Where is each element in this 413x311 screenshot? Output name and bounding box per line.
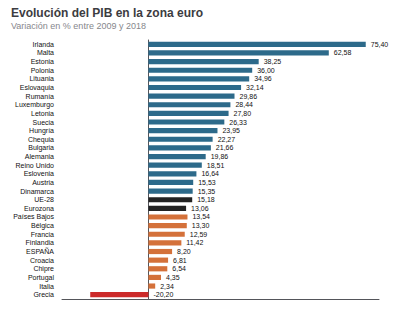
svg-text:Irlanda: Irlanda bbox=[33, 41, 55, 48]
svg-text:28,44: 28,44 bbox=[235, 101, 253, 108]
svg-text:26,33: 26,33 bbox=[229, 119, 247, 126]
svg-text:Lituania: Lituania bbox=[29, 75, 54, 82]
svg-text:23,95: 23,95 bbox=[222, 127, 240, 134]
svg-text:UE-28: UE-28 bbox=[34, 196, 54, 203]
svg-text:Italia: Italia bbox=[39, 283, 54, 290]
svg-text:15,18: 15,18 bbox=[197, 196, 215, 203]
svg-text:Alemania: Alemania bbox=[25, 153, 54, 160]
svg-text:34,96: 34,96 bbox=[254, 75, 272, 82]
svg-text:Hungría: Hungría bbox=[29, 127, 54, 135]
svg-text:ESPAÑA: ESPAÑA bbox=[26, 247, 54, 255]
svg-text:Croacia: Croacia bbox=[30, 257, 54, 264]
svg-text:-20,20: -20,20 bbox=[153, 291, 173, 298]
svg-text:6,54: 6,54 bbox=[172, 265, 186, 272]
svg-text:Letonia: Letonia bbox=[31, 110, 54, 117]
svg-text:Evolución del PIB en la zona e: Evolución del PIB en la zona euro bbox=[11, 6, 203, 20]
svg-text:Malta: Malta bbox=[37, 49, 54, 56]
svg-text:75,40: 75,40 bbox=[371, 41, 389, 48]
svg-text:22,27: 22,27 bbox=[218, 136, 236, 143]
svg-text:Polonia: Polonia bbox=[31, 67, 54, 74]
svg-text:Países Bajos: Países Bajos bbox=[13, 213, 54, 221]
svg-text:Chipre: Chipre bbox=[33, 265, 54, 273]
svg-text:21,66: 21,66 bbox=[216, 144, 234, 151]
svg-text:Luxemburgo: Luxemburgo bbox=[15, 101, 54, 109]
svg-text:19,86: 19,86 bbox=[211, 153, 229, 160]
svg-text:Dinamarca: Dinamarca bbox=[20, 188, 54, 195]
svg-text:Grecia: Grecia bbox=[33, 291, 54, 298]
svg-text:Estonia: Estonia bbox=[31, 58, 54, 65]
svg-text:Eslovaquia: Eslovaquia bbox=[20, 84, 54, 92]
svg-text:6,81: 6,81 bbox=[173, 257, 187, 264]
svg-text:13,54: 13,54 bbox=[192, 213, 210, 220]
svg-text:Rumanía: Rumanía bbox=[26, 93, 55, 100]
svg-text:Francia: Francia bbox=[31, 231, 54, 238]
svg-text:18,51: 18,51 bbox=[207, 162, 225, 169]
svg-text:15,53: 15,53 bbox=[198, 179, 216, 186]
svg-text:13,06: 13,06 bbox=[191, 205, 209, 212]
svg-text:12,59: 12,59 bbox=[190, 231, 208, 238]
svg-text:62,58: 62,58 bbox=[334, 49, 352, 56]
svg-text:Bulgaria: Bulgaria bbox=[28, 144, 54, 152]
svg-text:Chequia: Chequia bbox=[28, 136, 54, 144]
svg-text:13,30: 13,30 bbox=[192, 222, 210, 229]
svg-text:Finlandia: Finlandia bbox=[26, 239, 55, 246]
svg-text:32,14: 32,14 bbox=[246, 84, 264, 91]
svg-text:2,34: 2,34 bbox=[160, 283, 174, 290]
svg-text:Portugal: Portugal bbox=[28, 274, 55, 282]
svg-text:11,42: 11,42 bbox=[186, 239, 203, 246]
svg-text:Reino Unido: Reino Unido bbox=[15, 162, 54, 169]
svg-text:4,35: 4,35 bbox=[166, 274, 180, 281]
svg-text:15,35: 15,35 bbox=[198, 188, 216, 195]
svg-text:Eurozona: Eurozona bbox=[24, 205, 54, 212]
svg-text:16,64: 16,64 bbox=[201, 170, 219, 177]
svg-text:36,00: 36,00 bbox=[257, 67, 275, 74]
svg-text:Eslovenia: Eslovenia bbox=[24, 170, 54, 177]
svg-text:29,86: 29,86 bbox=[240, 93, 258, 100]
svg-text:Variación en % entre 2009 y 20: Variación en % entre 2009 y 2018 bbox=[11, 21, 146, 31]
svg-text:38,25: 38,25 bbox=[264, 58, 282, 65]
svg-text:8,20: 8,20 bbox=[177, 248, 191, 255]
svg-text:Bélgica: Bélgica bbox=[31, 222, 54, 230]
svg-text:Austria: Austria bbox=[32, 179, 54, 186]
svg-text:27,80: 27,80 bbox=[234, 110, 252, 117]
svg-text:Suecia: Suecia bbox=[33, 119, 55, 126]
